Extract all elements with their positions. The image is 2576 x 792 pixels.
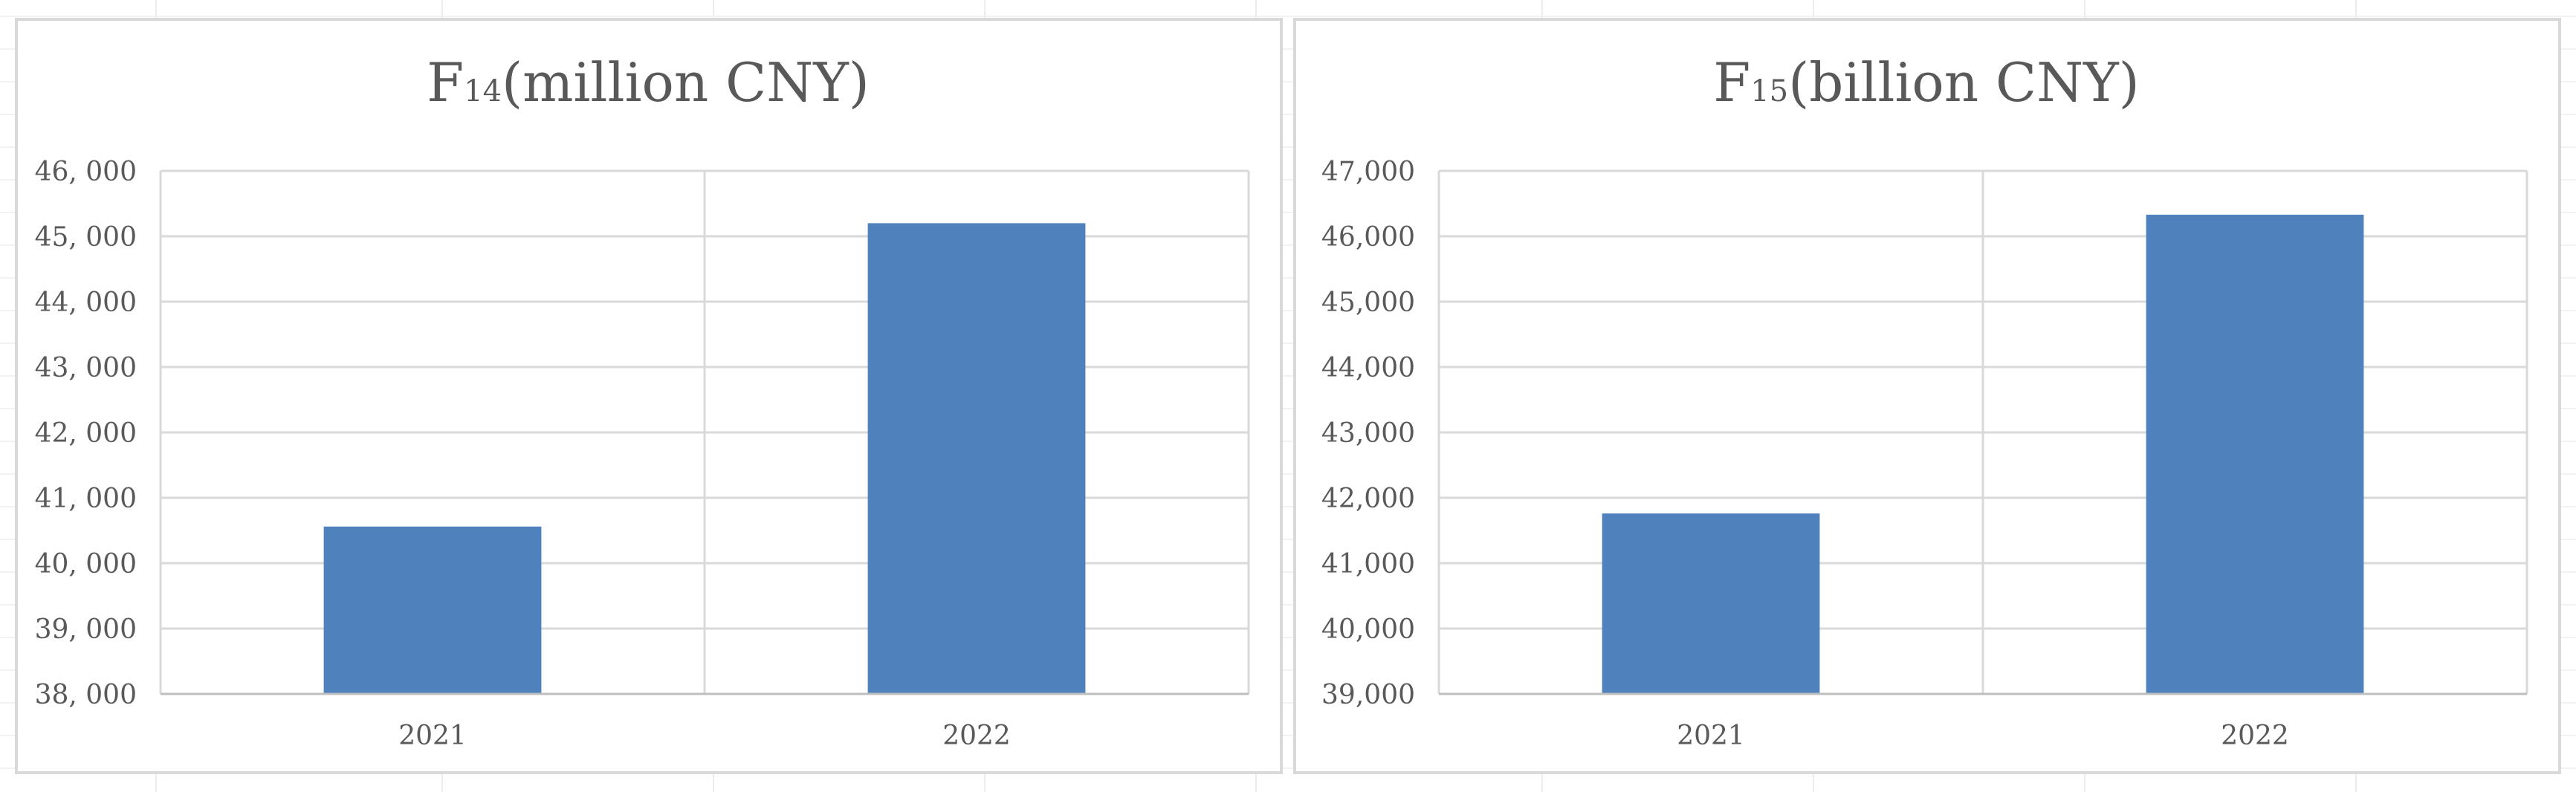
y-tick-label: 46,000 (1321, 222, 1415, 253)
y-tick-label: 43, 000 (35, 353, 137, 383)
x-tick-label: 2022 (2221, 721, 2289, 751)
y-tick-label: 39,000 (1321, 680, 1415, 710)
bar-2022[interactable] (867, 223, 1086, 694)
bar-2021[interactable] (1602, 513, 1820, 694)
y-tick-label: 46, 000 (35, 157, 137, 187)
y-tick-label: 41,000 (1321, 549, 1415, 580)
chart-title: F14(million CNY) (427, 51, 870, 114)
chart-f14-million-cny: F14(million CNY) 38, 000 39, 000 40, 000 41… (35, 51, 1250, 751)
x-tick-label: 2021 (398, 721, 467, 751)
y-tick-label: 41, 000 (35, 484, 137, 514)
bar-2021[interactable] (323, 526, 542, 694)
y-tick-label: 44, 000 (35, 288, 137, 318)
y-tick-label: 39, 000 (35, 614, 137, 645)
y-tick-label: 44,000 (1321, 353, 1415, 383)
y-tick-label: 45,000 (1321, 288, 1415, 318)
y-tick-label: 43,000 (1321, 418, 1415, 449)
y-tick-label: 40, 000 (35, 549, 137, 580)
y-tick-label: 42, 000 (35, 418, 137, 449)
y-tick-label: 38, 000 (35, 680, 137, 710)
x-tick-label: 2021 (1677, 721, 1745, 751)
y-tick-label: 45, 000 (35, 222, 137, 253)
y-tick-label: 42,000 (1321, 484, 1415, 514)
y-tick-label: 40,000 (1321, 614, 1415, 645)
x-tick-label: 2022 (942, 721, 1011, 751)
chart-panel-f15[interactable]: F15(billion CNY) 39,000 40,000 41,000 42,00… (1293, 18, 2561, 774)
bar-2022[interactable] (2146, 214, 2364, 695)
y-tick-label: 47,000 (1321, 157, 1415, 187)
chart-f15-billion-cny: F15(billion CNY) 39,000 40,000 41,000 42,00… (1321, 51, 2528, 751)
chart-title: F15(billion CNY) (1713, 51, 2139, 114)
chart-panel-f14[interactable]: F14(million CNY) 38, 000 39, 000 40, 000 41… (15, 18, 1283, 774)
